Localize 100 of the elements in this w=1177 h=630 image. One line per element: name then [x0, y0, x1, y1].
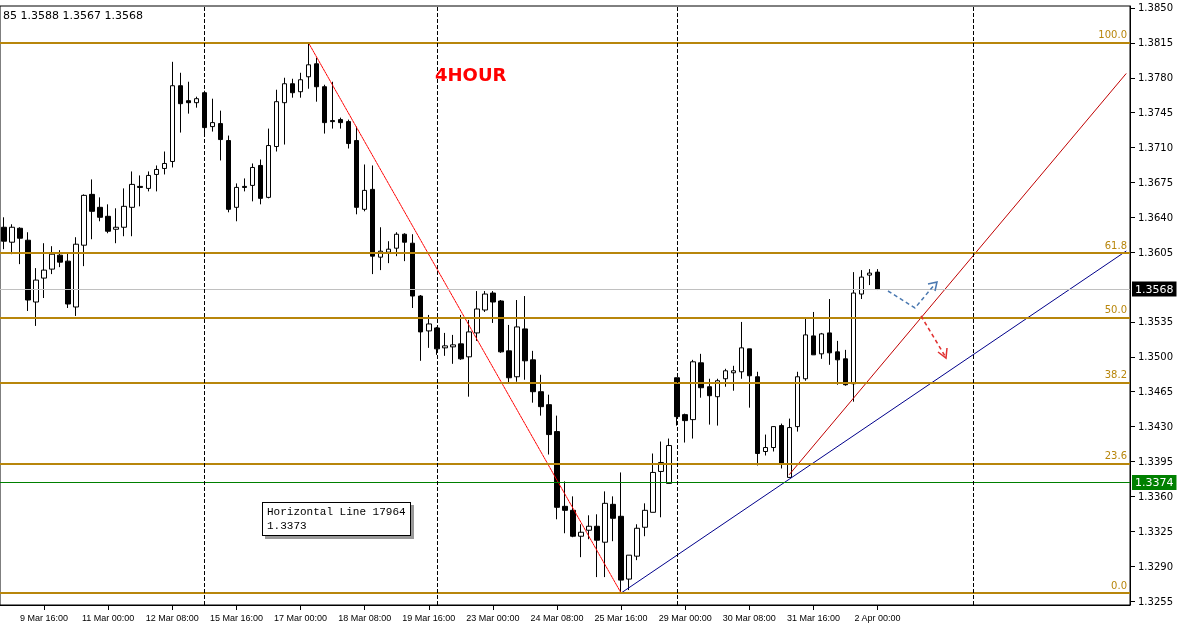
candlestick — [682, 413, 688, 444]
candlestick — [154, 164, 159, 192]
annotation: 61.8 — [1104, 239, 1127, 251]
candlestick — [97, 196, 103, 222]
x-tick-label: 19 Mar 16:00 — [402, 612, 456, 623]
candlestick — [266, 128, 271, 199]
x-tick-label: 30 Mar 08:00 — [722, 612, 776, 623]
candlestick — [642, 502, 648, 537]
x-tick-label: 15 Mar 16:00 — [209, 612, 263, 623]
candlestick — [65, 252, 71, 309]
candlestick — [811, 311, 816, 356]
y-tick-label: 1.3430 — [1138, 421, 1173, 433]
candlestick — [779, 423, 784, 469]
annotation: 100.0 — [1098, 29, 1128, 41]
candlestick — [803, 318, 808, 382]
candlestick — [875, 268, 880, 291]
candlestick — [570, 495, 576, 538]
candlestick — [610, 495, 616, 542]
x-tick-label: 12 Mar 08:00 — [145, 612, 199, 623]
candlestick — [795, 371, 800, 433]
candlestick — [442, 332, 448, 357]
y-tick-label: 1.3710 — [1138, 142, 1173, 154]
candlestick — [819, 332, 824, 360]
candlestick — [602, 490, 608, 578]
x-tick-label: 2 Apr 00:00 — [854, 612, 901, 623]
candlestick — [121, 187, 127, 237]
candlestick — [450, 334, 456, 365]
ref-line-label: 1.3568 — [1135, 282, 1174, 296]
candlestick — [210, 98, 215, 133]
y-tick-label: 1.3500 — [1138, 351, 1173, 363]
candlestick — [386, 240, 391, 264]
candlestick — [73, 236, 79, 317]
candlestick — [17, 226, 23, 265]
y-tick-label: 1.3780 — [1138, 72, 1173, 84]
candlestick — [162, 151, 167, 175]
candlestick — [194, 96, 199, 109]
candlestick — [626, 554, 632, 591]
x-tick-label: 23 Mar 00:00 — [466, 612, 520, 623]
candlestick — [370, 164, 375, 275]
candlestick — [618, 471, 624, 594]
candlestick — [747, 348, 752, 409]
candlestick — [562, 480, 568, 534]
y-tick-label: 1.3255 — [1138, 595, 1173, 607]
candlestick — [250, 162, 255, 202]
candlestick — [739, 321, 744, 380]
candlestick — [314, 57, 319, 103]
y-tick-label: 1.3605 — [1138, 246, 1173, 258]
x-tick-label: 18 Mar 08:00 — [338, 612, 392, 623]
candlestick — [322, 84, 327, 135]
candlestick — [474, 290, 480, 342]
candlestick — [105, 203, 111, 234]
candlestick — [530, 350, 536, 404]
candlestick — [362, 163, 367, 212]
candlestick — [282, 77, 287, 146]
candlestick — [771, 426, 776, 453]
candlestick — [698, 353, 704, 399]
y-tick-label: 1.3745 — [1138, 107, 1173, 119]
candlestick — [33, 267, 39, 327]
candlestick — [354, 126, 359, 215]
candlestick — [723, 368, 728, 388]
candlestick — [827, 298, 832, 366]
annotation: 23.6 — [1104, 449, 1127, 461]
candlestick — [57, 249, 63, 268]
candlestick — [538, 374, 544, 417]
candlestick — [146, 170, 151, 192]
y-tick-label: 1.3290 — [1138, 560, 1173, 572]
candlestick — [731, 365, 736, 392]
candlestick — [578, 523, 584, 558]
candlestick — [426, 314, 432, 349]
y-tick-label: 1.3675 — [1138, 176, 1173, 188]
text: 4HOUR — [435, 63, 507, 85]
candlestick — [594, 513, 600, 578]
x-tick-label: 11 Mar 00:00 — [82, 612, 135, 623]
candlestick — [41, 242, 47, 299]
candlestick — [234, 182, 239, 222]
candlestick — [306, 42, 311, 90]
candlestick — [514, 299, 520, 383]
candlestick — [218, 110, 223, 161]
annotation: 85 1.3588 1.3567 1.3568 — [3, 9, 143, 22]
candlestick — [410, 233, 415, 309]
candlestick — [506, 324, 512, 384]
x-tick-label: 9 Mar 16:00 — [20, 612, 69, 623]
y-tick-label: 1.3395 — [1138, 455, 1173, 467]
candlestick — [242, 177, 247, 192]
y-tick-label: 1.3850 — [1138, 2, 1173, 14]
candlestick — [715, 378, 720, 427]
y-tick-label: 1.3640 — [1138, 211, 1173, 223]
candlestick — [137, 174, 143, 207]
candlestick — [755, 371, 760, 466]
candlestick — [25, 231, 31, 312]
candlestick — [522, 295, 528, 381]
annotation: 50.0 — [1104, 304, 1127, 316]
candlestick — [178, 72, 183, 134]
candlestick — [586, 514, 592, 540]
candlestick — [258, 158, 263, 205]
candlestick — [49, 245, 55, 275]
candlestick — [129, 170, 135, 237]
candlestick — [690, 359, 696, 440]
y-tick-label: 1.3325 — [1138, 525, 1173, 537]
candlestick — [402, 232, 407, 262]
